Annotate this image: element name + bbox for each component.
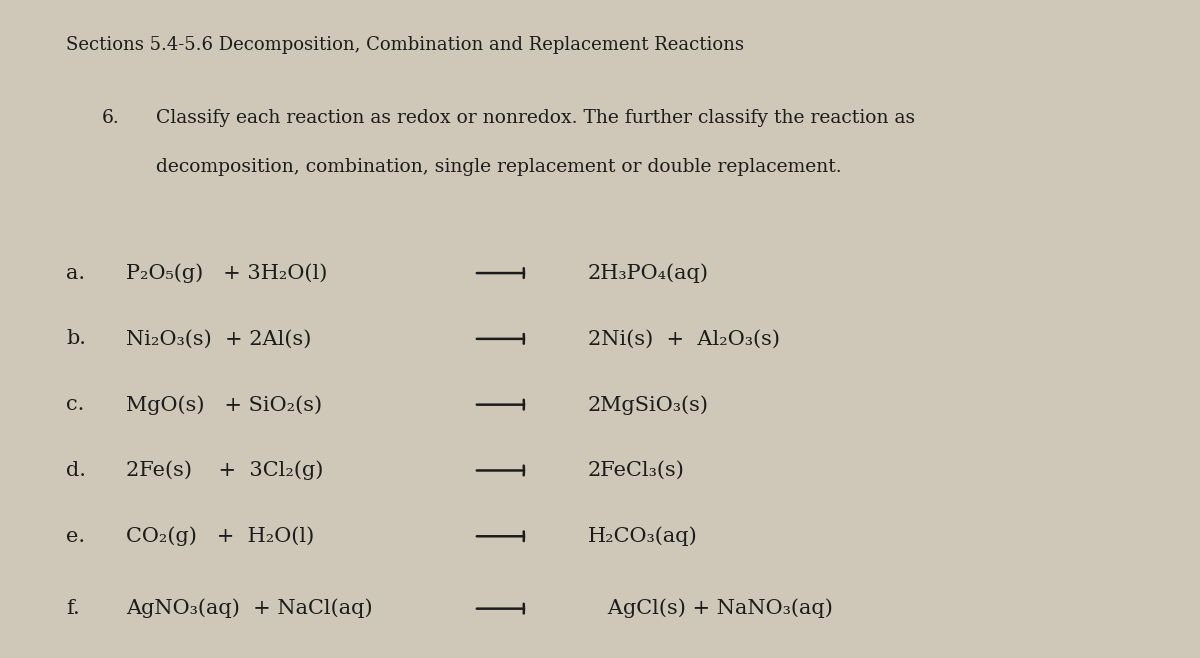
Text: c.: c. bbox=[66, 395, 84, 414]
Text: a.: a. bbox=[66, 264, 85, 282]
Text: H₂CO₃(aq): H₂CO₃(aq) bbox=[588, 526, 697, 546]
Text: 2H₃PO₄(aq): 2H₃PO₄(aq) bbox=[588, 263, 709, 283]
Text: AgCl(s) + NaNO₃(aq): AgCl(s) + NaNO₃(aq) bbox=[588, 599, 833, 619]
Text: Sections 5.4-5.6 Decomposition, Combination and Replacement Reactions: Sections 5.4-5.6 Decomposition, Combinat… bbox=[66, 36, 744, 54]
Text: MgO(s)   + SiO₂(s): MgO(s) + SiO₂(s) bbox=[126, 395, 322, 415]
Text: d.: d. bbox=[66, 461, 86, 480]
Text: decomposition, combination, single replacement or double replacement.: decomposition, combination, single repla… bbox=[156, 158, 841, 176]
Text: f.: f. bbox=[66, 599, 79, 618]
Text: 2FeCl₃(s): 2FeCl₃(s) bbox=[588, 461, 685, 480]
Text: CO₂(g)   +  H₂O(l): CO₂(g) + H₂O(l) bbox=[126, 526, 314, 546]
Text: AgNO₃(aq)  + NaCl(aq): AgNO₃(aq) + NaCl(aq) bbox=[126, 599, 373, 619]
Text: Ni₂O₃(s)  + 2Al(s): Ni₂O₃(s) + 2Al(s) bbox=[126, 330, 311, 348]
Text: 2Ni(s)  +  Al₂O₃(s): 2Ni(s) + Al₂O₃(s) bbox=[588, 330, 780, 348]
Text: P₂O₅(g)   + 3H₂O(l): P₂O₅(g) + 3H₂O(l) bbox=[126, 263, 328, 283]
Text: 6.: 6. bbox=[102, 109, 120, 126]
Text: b.: b. bbox=[66, 330, 86, 348]
Text: Classify each reaction as redox or nonredox. The further classify the reaction a: Classify each reaction as redox or nonre… bbox=[156, 109, 916, 126]
Text: e.: e. bbox=[66, 527, 85, 545]
Text: 2Fe(s)    +  3Cl₂(g): 2Fe(s) + 3Cl₂(g) bbox=[126, 461, 323, 480]
Text: 2MgSiO₃(s): 2MgSiO₃(s) bbox=[588, 395, 709, 415]
